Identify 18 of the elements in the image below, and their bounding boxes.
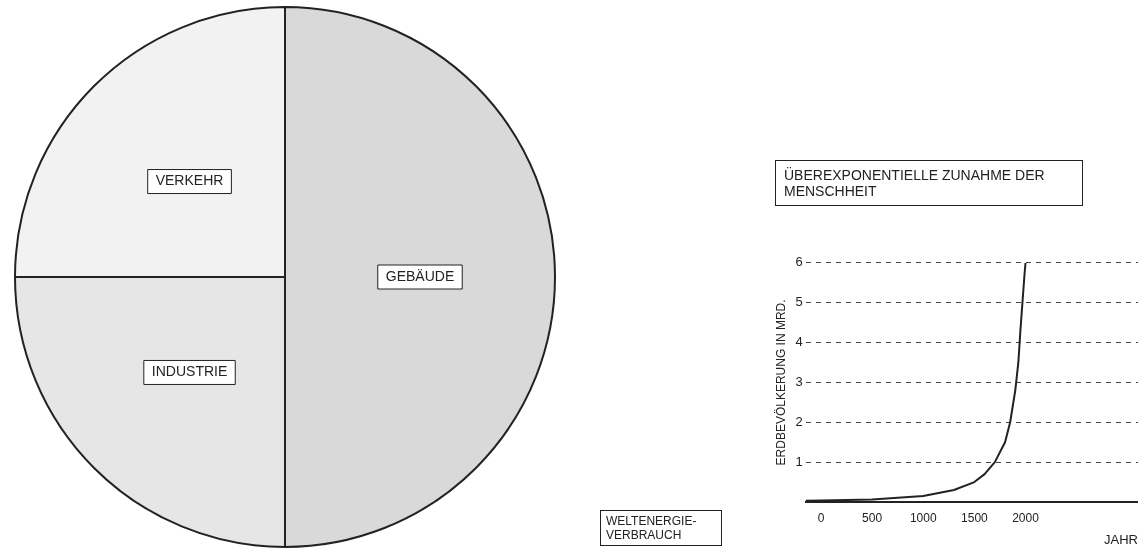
slice-label: VERKEHR: [155, 172, 224, 189]
y-axis-title: ERDBEVÖLKERUNG IN MRD.: [773, 299, 788, 466]
y-tick-label: 4: [795, 334, 803, 350]
y-tick-label: 2: [795, 413, 803, 429]
x-tick-label: 2000: [1012, 510, 1040, 525]
x-tick-label: 1000: [909, 510, 937, 525]
y-tick-label: 3: [795, 373, 803, 389]
y-tick-label: 5: [795, 294, 803, 310]
slice-label: INDUSTRIE: [151, 363, 228, 380]
x-tick-label: 500: [862, 510, 883, 525]
x-tick-label: 1500: [961, 510, 989, 525]
chart-title: ÜBEREXPONENTIELLE ZUNAHME DER MENSCHHEIT: [775, 160, 1083, 206]
text: WELTENERGIE-VERBRAUCH: [600, 510, 722, 546]
slice-label: GEBÄUDE: [385, 267, 455, 284]
y-tick-label: 1: [795, 453, 803, 469]
x-tick-label: 0: [817, 510, 825, 525]
x-axis-title: JAHR: [1104, 531, 1138, 547]
y-tick-label: 6: [795, 254, 803, 270]
